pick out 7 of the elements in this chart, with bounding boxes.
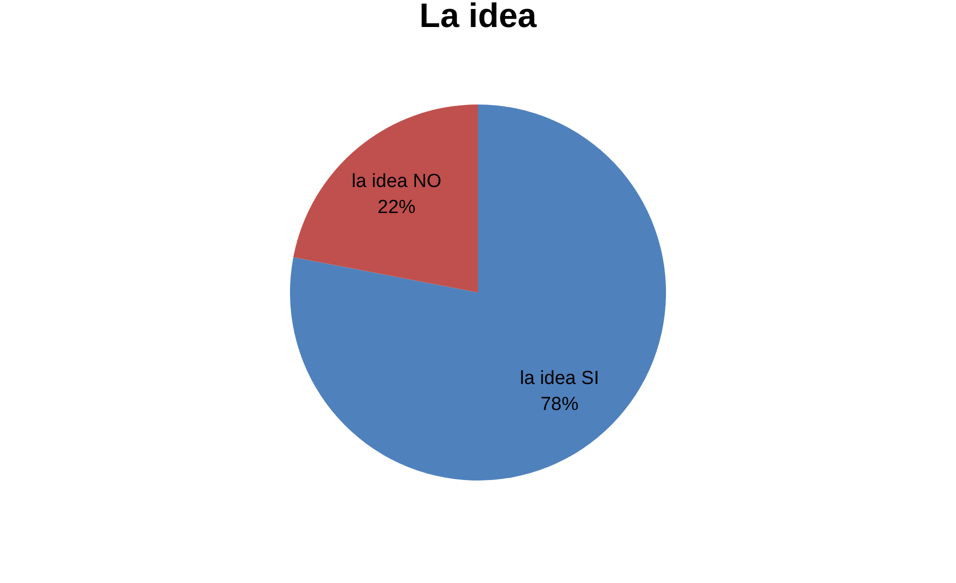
pie-slice <box>293 104 478 292</box>
chart-title: La idea <box>419 0 538 35</box>
data-label: 78% <box>540 394 579 415</box>
data-label: 22% <box>377 197 416 218</box>
pie-slice <box>290 104 666 480</box>
slice-label: la idea SI <box>520 368 600 389</box>
slice-label: la idea NO <box>352 171 442 192</box>
